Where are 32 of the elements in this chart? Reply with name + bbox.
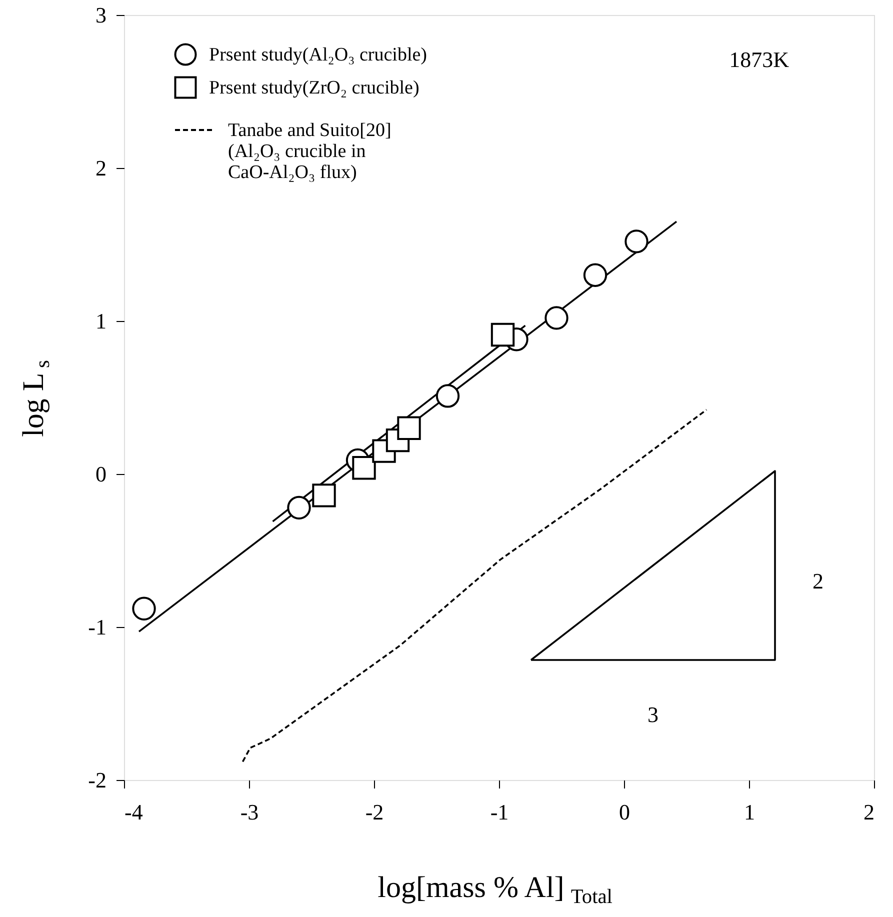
x-axis-title: log[mass % Al]Total [378, 871, 613, 908]
point [490, 322, 515, 347]
legend-label: Prsent study(Al₂O₃ crucible) [209, 44, 427, 66]
point [312, 484, 336, 508]
x-tick-label: -2 [365, 800, 384, 824]
point [287, 496, 311, 520]
annotation: 2 [812, 568, 824, 594]
point [624, 230, 648, 254]
y-tick-label: -1 [88, 614, 106, 640]
y-tick-label: 2 [96, 156, 106, 180]
legend-label: Tanabe and Suito[20] (Al₂O₃ crucible in CaO-Al₂O₃ flux) [228, 120, 392, 183]
y-tick-label: 3 [96, 2, 106, 28]
x-tick-label: -1 [490, 800, 509, 824]
point [544, 306, 568, 330]
annotation: 1873K [729, 47, 790, 72]
x-tick-label: -3 [240, 800, 259, 824]
point [352, 456, 376, 480]
y-tick-label: -2 [88, 768, 106, 792]
legend-label: Prsent study(ZrO₂ crucible) [209, 78, 420, 98]
point [583, 263, 608, 287]
y-axis-title: log Ls [17, 360, 54, 437]
point [436, 384, 460, 408]
y-tick-label: 0 [96, 462, 106, 486]
annotation: 3 [648, 702, 658, 727]
point [397, 416, 421, 440]
x-tick-label: 1 [744, 800, 755, 824]
point [132, 596, 156, 620]
x-tick-label: 0 [619, 800, 630, 824]
x-tick-label: -4 [124, 800, 143, 824]
x-tick-label: 2 [864, 800, 874, 824]
line-series [242, 408, 708, 763]
y-tick-label: 1 [96, 308, 106, 334]
